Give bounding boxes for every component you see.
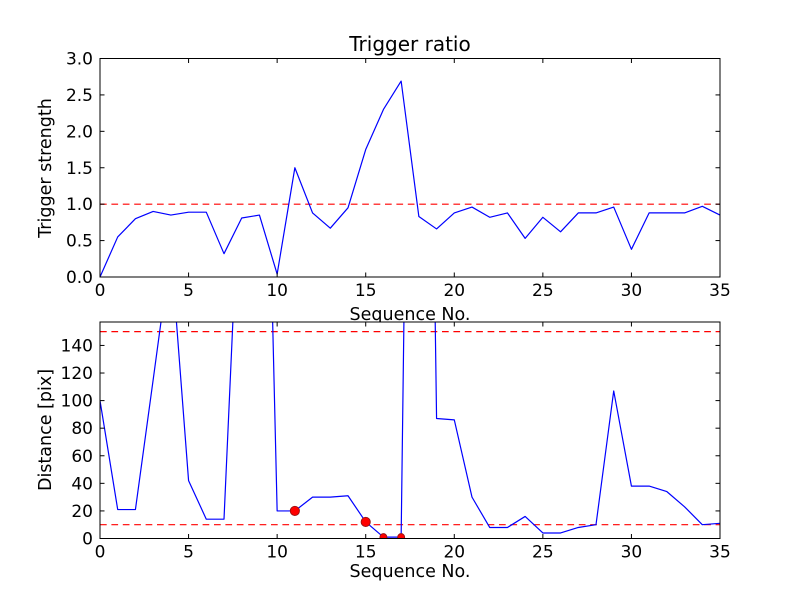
data-line (100, 80, 720, 277)
plot-frame (99, 321, 721, 539)
x-tick-label: 5 (183, 281, 194, 301)
y-tick-label: 140 (61, 336, 93, 356)
top-ylabel: Trigger strength (36, 98, 56, 239)
x-tick-label: 10 (266, 281, 288, 301)
y-tick-label: 3.0 (66, 50, 93, 70)
event-marker (289, 505, 300, 516)
y-tick-label: 1.0 (66, 195, 93, 215)
top-plot-title: Trigger ratio (348, 32, 470, 56)
x-tick-label: 20 (443, 281, 465, 301)
x-tick-label: 35 (709, 543, 731, 563)
y-tick-label: 1.5 (66, 159, 93, 179)
y-tick-label: 0.0 (66, 268, 93, 288)
plot-background (100, 58, 720, 277)
y-tick-label: 60 (71, 447, 93, 467)
y-tick-label: 80 (71, 419, 93, 439)
event-marker (397, 533, 406, 539)
bottom-ylabel: Distance [pix] (36, 369, 56, 491)
x-tick-label: 5 (183, 543, 194, 563)
x-tick-label: 10 (266, 543, 288, 563)
x-tick-label: 35 (709, 281, 731, 301)
x-tick-label: 30 (621, 281, 643, 301)
y-tick-label: 0.5 (66, 232, 93, 252)
bottom-plot-area: 0 5 10 15 20 25 30 35 0 20 40 60 80 100 120 140 (61, 321, 731, 563)
y-tick-label: 120 (61, 364, 93, 384)
y-tick-label: 2.0 (66, 122, 93, 142)
bottom-xlabel: Sequence No. (350, 562, 471, 582)
x-tick-label: 20 (443, 543, 465, 563)
y-tick-label: 0 (82, 530, 93, 550)
x-tick-label: 30 (621, 543, 643, 563)
y-tick-label: 2.5 (66, 86, 93, 106)
x-tick-label: 25 (532, 543, 554, 563)
plot-background (100, 322, 720, 539)
top-plot-area: 0 5 10 15 20 25 30 35 0.0 0.5 1.0 1.5 2.0 2.5 3.0 (66, 50, 731, 302)
x-tick-label: 25 (532, 281, 554, 301)
y-tick-label: 20 (71, 502, 93, 522)
x-tick-label: 0 (95, 281, 106, 301)
x-tick-label: 15 (355, 543, 377, 563)
top-xlabel: Sequence No. (350, 305, 471, 325)
x-tick-label: 15 (355, 281, 377, 301)
y-tick-label: 40 (71, 474, 93, 494)
y-tick-label: 100 (61, 392, 93, 412)
x-tick-label: 0 (95, 543, 106, 563)
data-line (100, 322, 720, 538)
event-marker (379, 533, 388, 539)
event-marker (360, 516, 371, 528)
